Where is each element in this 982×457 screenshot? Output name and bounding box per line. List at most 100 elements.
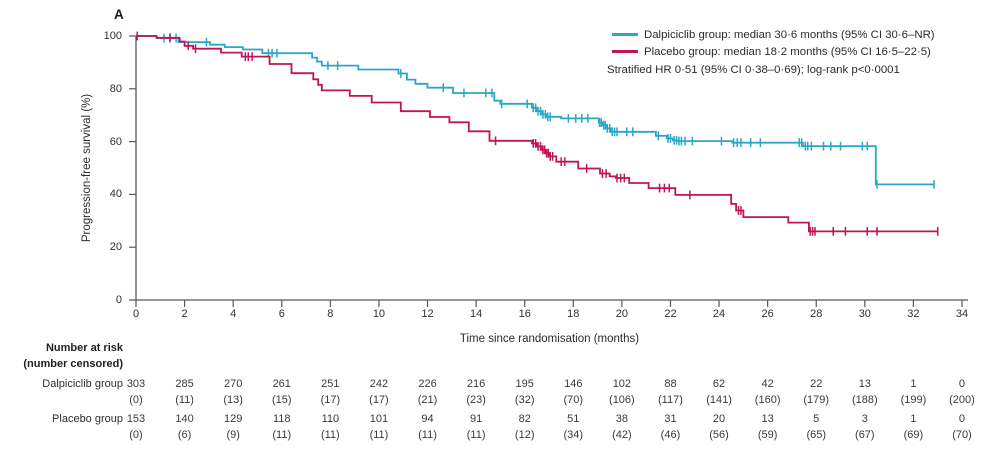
at-risk-count: 129 bbox=[223, 413, 243, 425]
censored-count: (56) bbox=[709, 429, 729, 441]
at-risk-count: 303 bbox=[126, 378, 146, 390]
censored-count: (59) bbox=[757, 429, 778, 441]
censored-count: (70) bbox=[952, 429, 972, 441]
censored-count: (9) bbox=[226, 429, 240, 441]
at-risk-count: 101 bbox=[369, 413, 389, 425]
at-risk-count: 94 bbox=[421, 413, 434, 425]
at-risk-count: 285 bbox=[175, 378, 194, 390]
censored-count: (67) bbox=[855, 429, 875, 441]
censored-count: (12) bbox=[514, 429, 535, 441]
x-tick-label: 10 bbox=[372, 308, 386, 320]
at-risk-count: 38 bbox=[615, 413, 628, 425]
at-risk-count: 226 bbox=[418, 378, 437, 390]
legend-text-placebo: Placebo group: median 18·2 months (95% C… bbox=[644, 46, 931, 58]
censored-count: (141) bbox=[706, 394, 732, 406]
dalpiciclib-censor-ticks bbox=[163, 33, 935, 189]
censored-count: (15) bbox=[271, 394, 292, 406]
x-tick-label: 16 bbox=[518, 308, 531, 320]
censored-count: (11) bbox=[175, 394, 194, 406]
placebo-line-swatch bbox=[612, 50, 638, 53]
censored-count: (11) bbox=[369, 429, 389, 441]
at-risk-count: 216 bbox=[466, 378, 486, 390]
censored-count: (117) bbox=[658, 394, 683, 406]
y-axis bbox=[129, 35, 137, 301]
at-risk-count: 42 bbox=[761, 378, 774, 390]
censored-count: (46) bbox=[660, 429, 681, 441]
y-tick-label: 0 bbox=[115, 294, 122, 306]
at-risk-count: 91 bbox=[469, 413, 483, 425]
at-risk-count: 22 bbox=[810, 378, 823, 390]
censored-count: (11) bbox=[466, 429, 486, 441]
at-risk-count: 13 bbox=[761, 413, 774, 425]
placebo-survival-curve bbox=[136, 35, 938, 233]
at-risk-count: 110 bbox=[321, 413, 340, 425]
at-risk-count: 146 bbox=[564, 378, 583, 390]
censored-count: (106) bbox=[609, 394, 635, 406]
x-tick-label: 6 bbox=[278, 308, 285, 320]
censored-count: (21) bbox=[417, 394, 438, 406]
risk-group-label: Placebo group bbox=[52, 413, 123, 425]
censored-count: (65) bbox=[806, 429, 826, 441]
x-tick-label: 0 bbox=[132, 308, 140, 320]
at-risk-count: 251 bbox=[321, 378, 340, 390]
censored-count: (188) bbox=[851, 394, 878, 406]
censored-count: (199) bbox=[900, 394, 927, 406]
x-tick-label: 8 bbox=[327, 308, 334, 320]
x-tick-label: 18 bbox=[567, 308, 580, 320]
at-risk-count: 0 bbox=[958, 378, 966, 390]
y-tick-label: 40 bbox=[109, 188, 122, 201]
km-chart-canvas bbox=[129, 31, 968, 307]
at-risk-count: 195 bbox=[515, 378, 534, 390]
x-tick-label: 32 bbox=[907, 308, 920, 320]
panel-label: A bbox=[114, 7, 124, 22]
placebo-series bbox=[136, 31, 939, 236]
x-tick-label: 30 bbox=[858, 308, 871, 320]
x-tick-label: 14 bbox=[469, 308, 483, 320]
x-tick-label: 34 bbox=[955, 308, 969, 320]
at-risk-count: 153 bbox=[126, 413, 146, 425]
censored-count: (17) bbox=[320, 394, 341, 406]
x-tick-label: 2 bbox=[181, 308, 188, 320]
censored-count: (13) bbox=[223, 394, 243, 406]
at-risk-count: 62 bbox=[712, 378, 726, 390]
at-risk-count: 20 bbox=[712, 413, 726, 425]
y-tick-label: 20 bbox=[109, 241, 122, 254]
censored-count: (42) bbox=[612, 429, 632, 441]
x-tick-label: 26 bbox=[761, 308, 774, 320]
censored-count: (17) bbox=[369, 394, 389, 406]
censored-count: (69) bbox=[903, 429, 924, 441]
dalpiciclib-series bbox=[136, 33, 935, 189]
at-risk-count: 3 bbox=[861, 413, 868, 425]
at-risk-count: 51 bbox=[567, 413, 580, 425]
x-tick-label: 24 bbox=[712, 308, 726, 320]
at-risk-count: 118 bbox=[272, 413, 291, 425]
legend-text-hr-stats: Stratified HR 0·51 (95% CI 0·38–0·69); l… bbox=[607, 64, 900, 76]
legend-item-placebo: Placebo group: median 18·2 months (95% C… bbox=[612, 45, 931, 59]
censored-count: (0) bbox=[129, 429, 143, 441]
censored-count: (11) bbox=[418, 429, 437, 441]
at-risk-count: 31 bbox=[664, 413, 677, 425]
at-risk-count: 102 bbox=[612, 378, 632, 390]
censored-count: (200) bbox=[949, 394, 975, 406]
censored-count: (32) bbox=[514, 394, 535, 406]
legend-item-dalpiciclib: Dalpiciclib group: median 30·6 months (9… bbox=[612, 28, 935, 42]
y-tick-label: 100 bbox=[103, 30, 122, 42]
censored-count: (11) bbox=[272, 429, 292, 441]
y-tick-label: 80 bbox=[109, 82, 122, 95]
at-risk-count: 82 bbox=[518, 413, 531, 425]
at-risk-count: 1 bbox=[910, 378, 917, 390]
y-tick-label: 60 bbox=[109, 135, 122, 148]
at-risk-count: 140 bbox=[175, 413, 194, 425]
at-risk-count: 1 bbox=[910, 413, 917, 425]
censored-count: (160) bbox=[754, 394, 781, 406]
censored-count: (11) bbox=[320, 429, 340, 441]
at-risk-count: 261 bbox=[272, 378, 291, 390]
censored-count: (34) bbox=[563, 429, 584, 441]
x-tick-label: 28 bbox=[810, 308, 823, 320]
censored-count: (6) bbox=[177, 429, 192, 441]
censored-count: (179) bbox=[803, 394, 830, 406]
censored-count: (23) bbox=[466, 394, 486, 406]
x-tick-label: 12 bbox=[421, 308, 434, 320]
at-risk-count: 0 bbox=[958, 413, 966, 425]
